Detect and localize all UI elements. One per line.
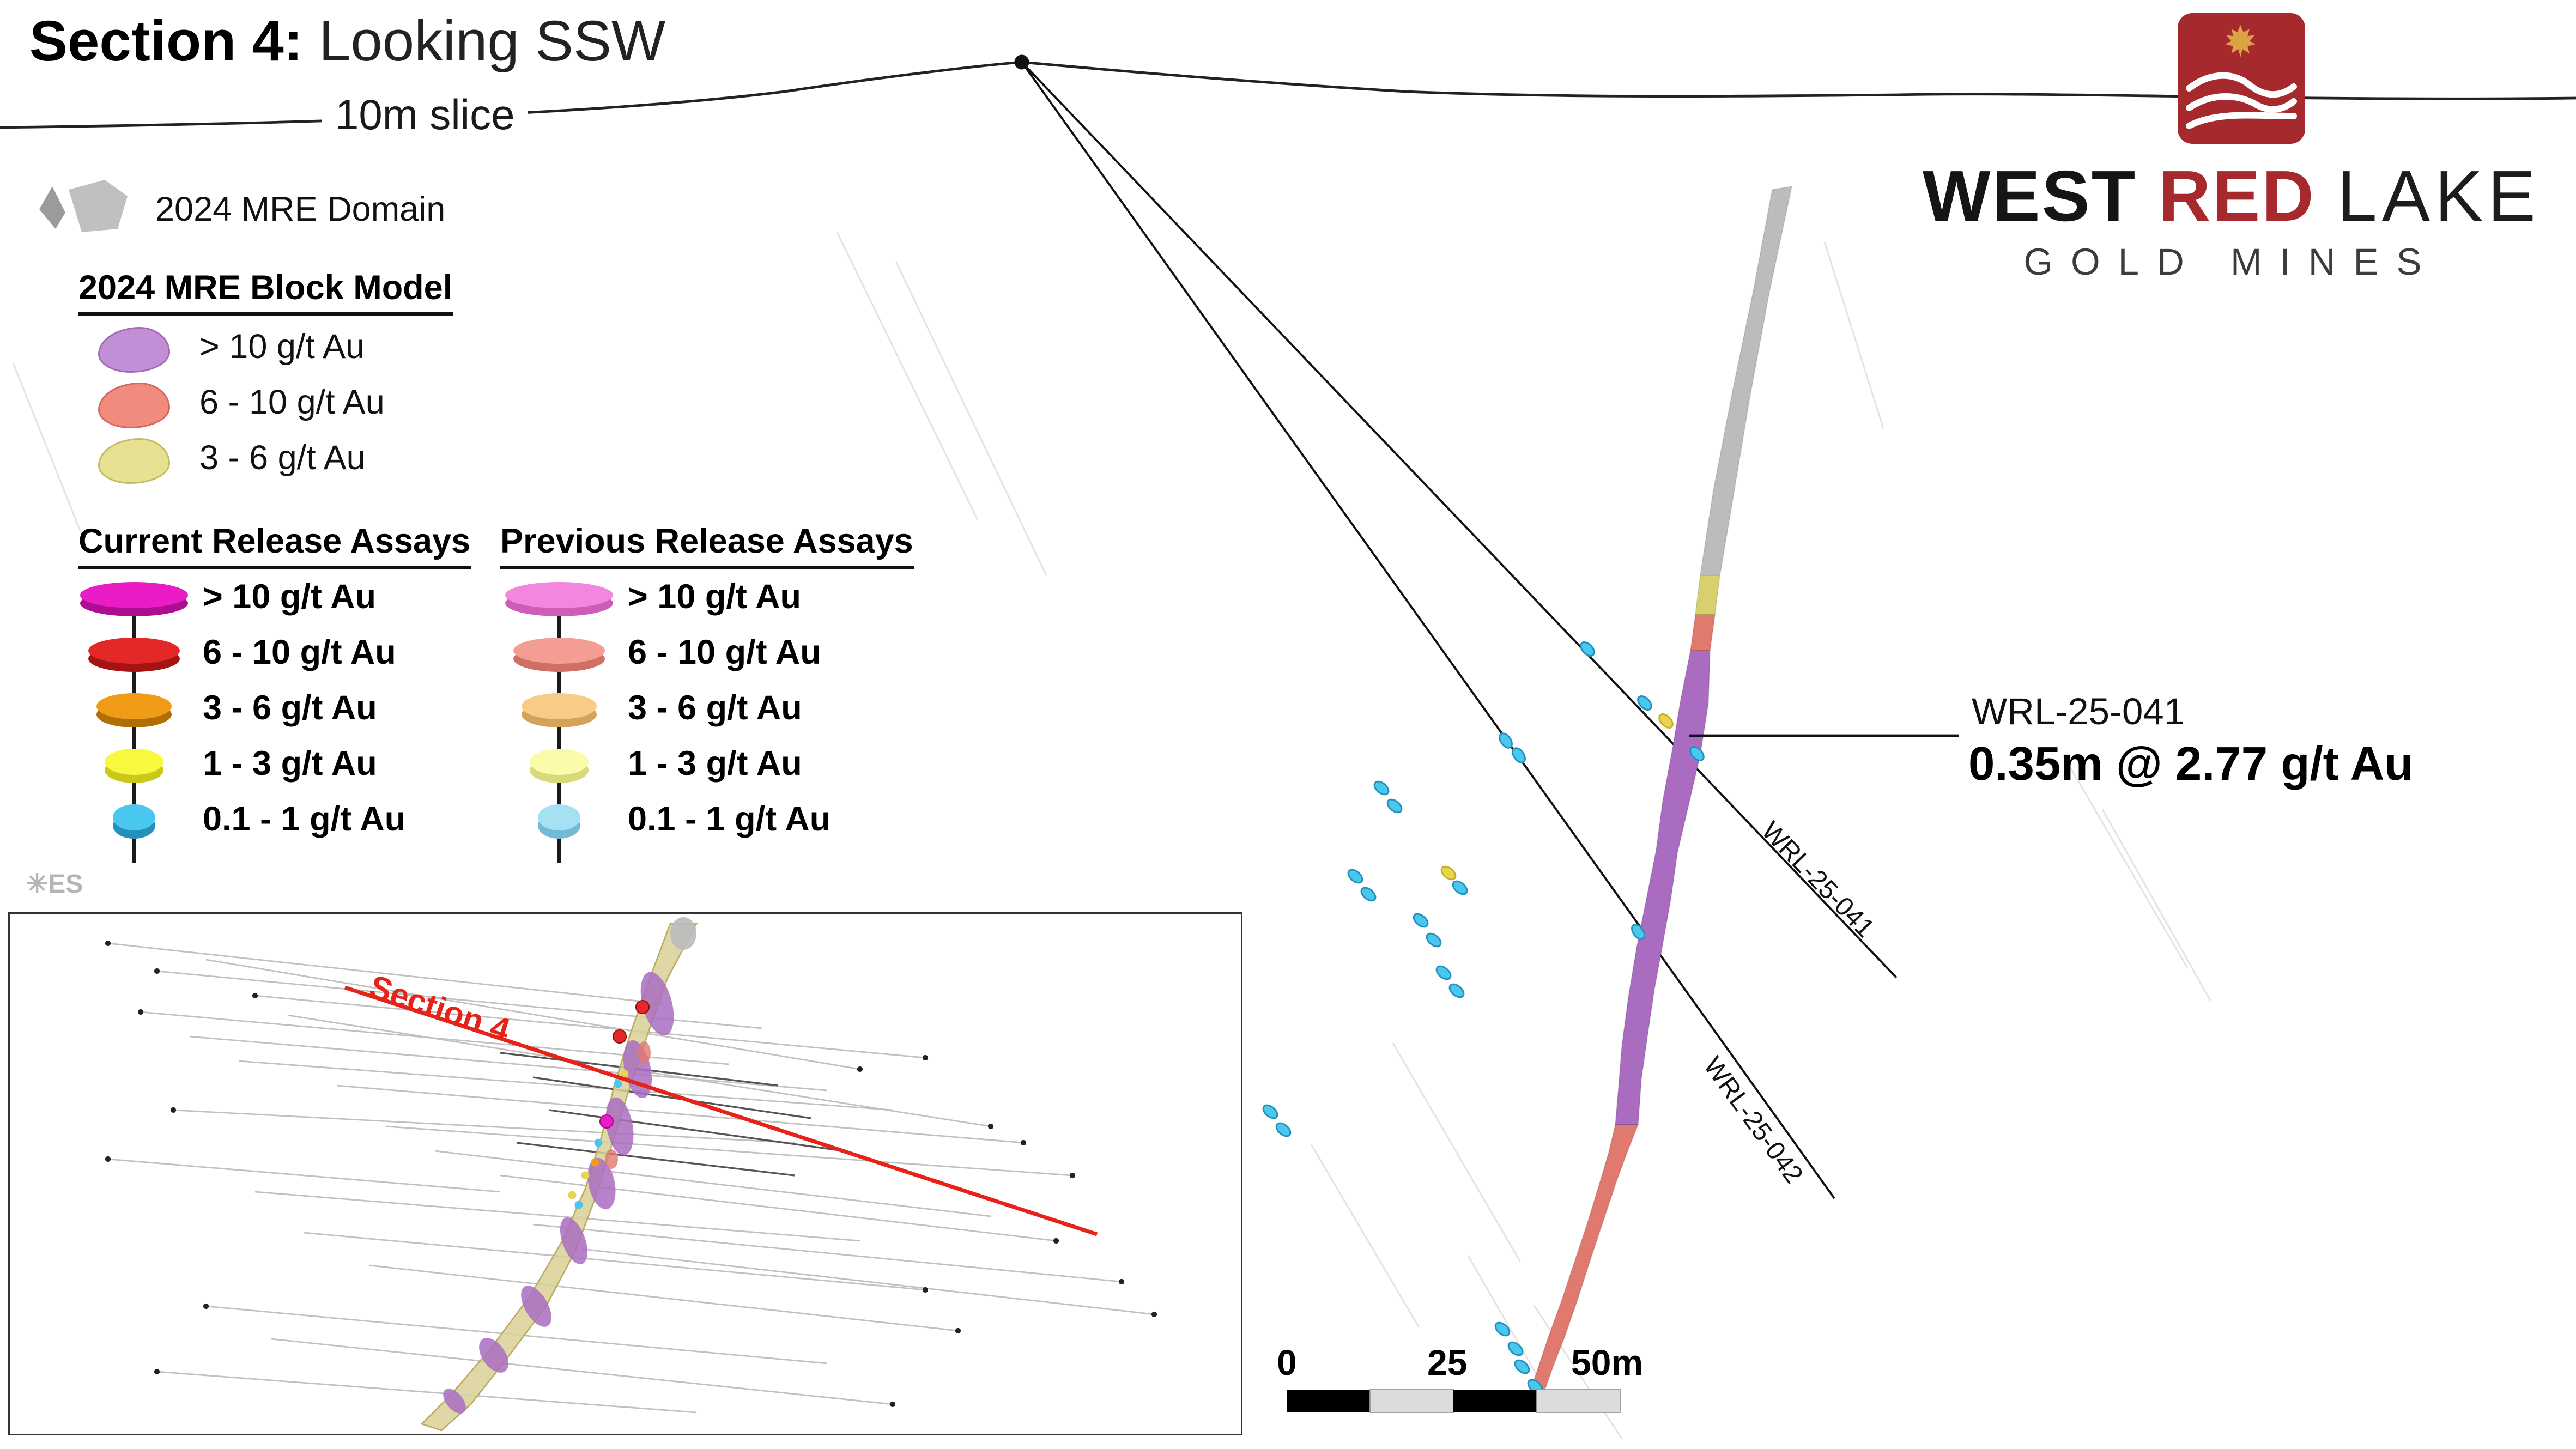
block-model-label-gt10: > 10 g/t Au xyxy=(199,329,365,366)
block-model-swatch-6-10 xyxy=(98,383,170,428)
wordmark-lake: LAKE xyxy=(2337,157,2541,237)
page-title-looking: Looking SSW xyxy=(302,10,666,74)
page-title: Section 4: Looking SSW xyxy=(29,10,665,75)
mre-domain-icon xyxy=(39,180,128,232)
slice-subtitle: 10m slice xyxy=(322,90,528,141)
inset-assay-dots xyxy=(568,999,650,1209)
previous-assays-header: Previous Release Assays xyxy=(500,523,913,569)
company-wordmark: WEST RED LAKE xyxy=(1864,157,2576,239)
previous-label-6-10: 6 - 10 g/t Au xyxy=(628,634,821,672)
current-disc-3-6 xyxy=(96,693,172,729)
current-label-gt10: > 10 g/t Au xyxy=(203,579,376,616)
company-tagline: GOLD MINES xyxy=(2023,240,2440,283)
inset-ore-body xyxy=(420,917,698,1432)
current-label-01-1: 0.1 - 1 g/t Au xyxy=(203,801,406,839)
current-label-1-3: 1 - 3 g/t Au xyxy=(203,745,377,783)
inset-drill-traces xyxy=(107,942,1155,1414)
previous-disc-1-3 xyxy=(530,749,589,785)
current-disc-gt10 xyxy=(80,582,188,618)
scale-tick-50: 50m xyxy=(1571,1342,1644,1383)
drill-trace-wrl-25-042 xyxy=(1021,61,1835,1199)
plan-view-inset-map: Section 4 xyxy=(8,912,1242,1435)
mre-domain-label: 2024 MRE Domain xyxy=(155,191,446,229)
company-logo-mark xyxy=(2178,13,2305,144)
block-model-header: 2024 MRE Block Model xyxy=(78,270,453,316)
current-disc-01-1 xyxy=(113,804,155,840)
current-label-6-10: 6 - 10 g/t Au xyxy=(203,634,396,672)
basemap-watermark: ✳ES xyxy=(26,868,83,901)
inset-section-line xyxy=(344,985,1098,1236)
maple-leaf-icon xyxy=(2225,25,2256,58)
annotation-hole-id: WRL-25-041 xyxy=(1972,690,2185,732)
current-disc-1-3 xyxy=(105,749,163,785)
previous-assays-drill-string xyxy=(557,592,561,863)
page-title-section: Section 4: xyxy=(29,10,303,74)
previous-disc-01-1 xyxy=(538,804,580,840)
assay-markers xyxy=(1262,641,1705,1394)
drill-trace-wrl-25-041 xyxy=(1021,61,1898,979)
inset-collar-dots xyxy=(105,940,1157,1408)
block-model-label-6-10: 6 - 10 g/t Au xyxy=(199,384,385,422)
logo-waves xyxy=(2186,72,2297,129)
ore-body-domain-gray xyxy=(1699,185,1793,576)
drill-trace-lines xyxy=(1021,61,1898,1199)
ore-body-mid-grade-upper xyxy=(1689,614,1716,651)
logo-graphic xyxy=(2186,25,2297,129)
wordmark-red: RED xyxy=(2159,157,2316,237)
ore-body xyxy=(1531,185,1793,1391)
background-drill-traces xyxy=(12,232,2211,1439)
previous-label-01-1: 0.1 - 1 g/t Au xyxy=(628,801,831,839)
current-assays-drill-string xyxy=(132,592,136,863)
previous-disc-gt10 xyxy=(505,582,613,618)
current-disc-6-10 xyxy=(88,638,180,674)
previous-label-1-3: 1 - 3 g/t Au xyxy=(628,745,802,783)
previous-disc-3-6 xyxy=(522,693,597,729)
scale-tick-0: 0 xyxy=(1277,1342,1297,1383)
current-assays-header: Current Release Assays xyxy=(78,523,471,569)
previous-disc-6-10 xyxy=(513,638,605,674)
previous-label-gt10: > 10 g/t Au xyxy=(628,579,801,616)
inset-map-drawing xyxy=(105,917,1157,1432)
wordmark-west: WEST xyxy=(1923,157,2137,237)
ore-body-low-grade xyxy=(1694,575,1721,615)
block-model-swatch-gt10 xyxy=(98,327,170,373)
watermark-text: ES xyxy=(48,871,83,899)
previous-label-3-6: 3 - 6 g/t Au xyxy=(628,690,802,727)
block-model-swatch-3-6 xyxy=(98,438,170,484)
scale-tick-25: 25 xyxy=(1427,1342,1468,1383)
current-label-3-6: 3 - 6 g/t Au xyxy=(203,690,377,727)
scale-bar xyxy=(1287,1389,1621,1413)
annotation-intercept: 0.35m @ 2.77 g/t Au xyxy=(1968,739,2414,791)
esri-icon: ✳ xyxy=(26,871,49,899)
block-model-label-3-6: 3 - 6 g/t Au xyxy=(199,440,366,477)
